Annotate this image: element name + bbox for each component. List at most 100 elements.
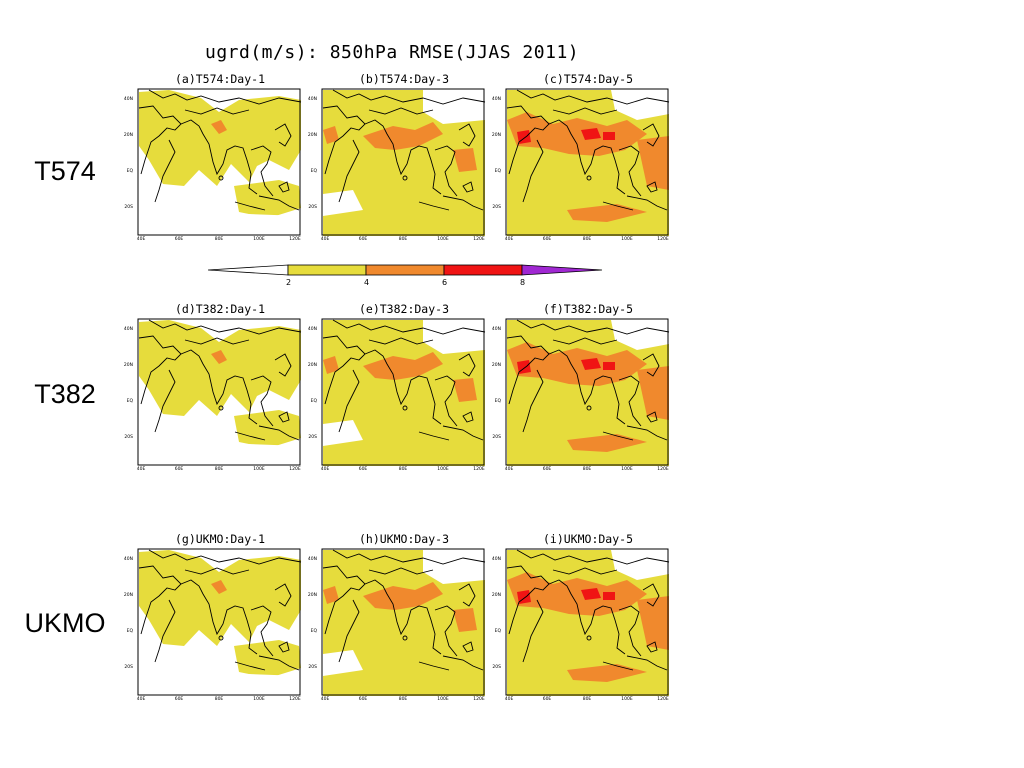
y-tick-label: 20N bbox=[308, 132, 317, 138]
row-label-ukmo: UKMO bbox=[24, 608, 106, 638]
coastline bbox=[364, 119, 442, 195]
colorbar-tick-8: 8 bbox=[520, 278, 526, 287]
coastline bbox=[602, 661, 634, 671]
rmse-shade-below-2 bbox=[323, 190, 363, 216]
coastline bbox=[180, 349, 258, 425]
coastline bbox=[626, 655, 668, 671]
coastline bbox=[442, 195, 484, 211]
x-tick-label: 60E bbox=[175, 696, 184, 702]
rmse-shade-6-8 bbox=[581, 128, 601, 140]
y-tick-label: 20N bbox=[124, 592, 133, 598]
y-tick-label: 20N bbox=[492, 132, 501, 138]
colorbar-below-triangle bbox=[207, 264, 289, 276]
coastline bbox=[418, 201, 450, 211]
coastline bbox=[184, 567, 250, 575]
coastline bbox=[138, 565, 182, 635]
map-frame bbox=[505, 318, 669, 466]
island-borneo bbox=[462, 411, 474, 423]
map-frame bbox=[321, 548, 485, 696]
rmse-shade-4-6 bbox=[507, 342, 647, 386]
x-tick-label: 120E bbox=[289, 466, 301, 472]
coastline bbox=[274, 583, 292, 607]
coastline bbox=[506, 105, 550, 175]
coastline bbox=[332, 89, 486, 105]
coastline bbox=[516, 549, 670, 565]
coastline bbox=[250, 605, 274, 657]
x-tick-label: 100E bbox=[437, 696, 449, 702]
panel-title: (h)UKMO:Day-3 bbox=[358, 532, 449, 546]
rmse-map: 40E 60E 80E 100E 120E 40N 20N EQ 20S bbox=[308, 548, 487, 702]
coastline bbox=[250, 375, 274, 427]
coastline bbox=[458, 353, 476, 377]
figure-title: ugrd(m/s): 850hPa RMSE(JJAS 2011) bbox=[205, 42, 580, 63]
island-sri-lanka bbox=[586, 175, 592, 181]
coastline bbox=[442, 655, 484, 671]
rmse-shade-4-6 bbox=[211, 350, 227, 364]
rmse-shade-below-2 bbox=[423, 320, 485, 354]
rmse-shade-below-2 bbox=[139, 670, 301, 696]
rmse-shade-below-2 bbox=[611, 90, 669, 120]
island-sri-lanka bbox=[586, 405, 592, 411]
rmse-map: 40E 60E 80E 100E 120E 40N 20N EQ 20S bbox=[308, 318, 487, 472]
x-tick-label: 80E bbox=[215, 696, 224, 702]
map-panel-h: (h)UKMO:Day-3 40E 60E 80E 100E 120E 40N 20N EQ 2… bbox=[308, 532, 487, 702]
coastline bbox=[642, 583, 660, 607]
x-tick-label: 100E bbox=[253, 236, 265, 242]
island-borneo bbox=[646, 641, 658, 653]
y-tick-label: EQ bbox=[311, 398, 318, 404]
x-tick-label: 80E bbox=[215, 466, 224, 472]
panel-title: (i)UKMO:Day-5 bbox=[542, 532, 633, 546]
island-borneo bbox=[646, 411, 658, 423]
rmse-shade-below-2 bbox=[611, 320, 669, 350]
coastline bbox=[442, 425, 484, 441]
y-tick-label: EQ bbox=[127, 168, 134, 174]
y-tick-label: 20S bbox=[492, 664, 501, 670]
x-tick-label: 40E bbox=[137, 236, 146, 242]
map-svg: 40E 60E 80E 100E 120E 40N 20N EQ 20S bbox=[492, 88, 670, 242]
x-tick-label: 120E bbox=[289, 236, 301, 242]
x-tick-label: 120E bbox=[657, 466, 669, 472]
rmse-shade-4-6 bbox=[323, 586, 339, 604]
x-tick-label: 80E bbox=[215, 236, 224, 242]
rmse-shade-below-2 bbox=[139, 440, 301, 466]
coastline bbox=[234, 201, 266, 211]
rmse-shade-2-4 bbox=[139, 320, 301, 416]
map-panel-f: (f)T382:Day-5 40E 60E 80E 100E 120E 40N 20N EQ 2… bbox=[492, 302, 671, 472]
rmse-shade-4-6 bbox=[363, 122, 443, 150]
coastline bbox=[138, 335, 182, 405]
coastline bbox=[154, 139, 176, 203]
panel-title: (g)UKMO:Day-1 bbox=[174, 532, 265, 546]
rmse-map: 40E 60E 80E 100E 120E 40N 20N EQ 20S bbox=[124, 318, 303, 472]
coastline bbox=[180, 579, 258, 655]
y-tick-label: 20N bbox=[492, 592, 501, 598]
coastline bbox=[642, 353, 660, 377]
coastline bbox=[522, 369, 544, 433]
panel-title: (b)T574:Day-3 bbox=[358, 72, 449, 86]
x-tick-label: 60E bbox=[175, 236, 184, 242]
rmse-shade-below-2 bbox=[611, 550, 669, 580]
x-tick-label: 60E bbox=[359, 466, 368, 472]
coastline bbox=[418, 431, 450, 441]
coastline bbox=[548, 119, 626, 195]
rmse-shade-6-8 bbox=[603, 592, 615, 600]
map-svg: 40E 60E 80E 100E 120E 40N 20N EQ 20S bbox=[124, 88, 302, 242]
coastline bbox=[368, 107, 434, 115]
map-frame bbox=[137, 88, 301, 236]
coastline bbox=[234, 431, 266, 441]
rmse-map: 40E 60E 80E 100E 120E 40N 20N EQ 20S bbox=[124, 548, 303, 702]
x-tick-label: 100E bbox=[437, 466, 449, 472]
island-borneo bbox=[462, 641, 474, 653]
coastline bbox=[458, 123, 476, 147]
panel-title: (c)T574:Day-5 bbox=[542, 72, 633, 86]
x-tick-label: 80E bbox=[399, 696, 408, 702]
map-panel-c: (c)T574:Day-5 40E 60E 80E 100E 120E 40N 20N EQ 2… bbox=[492, 72, 671, 242]
coastline bbox=[602, 201, 634, 211]
coastline bbox=[154, 369, 176, 433]
y-tick-label: 40N bbox=[308, 556, 317, 562]
colorbar-tick-4: 4 bbox=[364, 278, 370, 287]
y-tick-label: 20N bbox=[308, 362, 317, 368]
coastline bbox=[602, 431, 634, 441]
y-tick-label: EQ bbox=[495, 168, 502, 174]
island-borneo bbox=[278, 181, 290, 193]
rmse-shade-4-6 bbox=[363, 352, 443, 380]
